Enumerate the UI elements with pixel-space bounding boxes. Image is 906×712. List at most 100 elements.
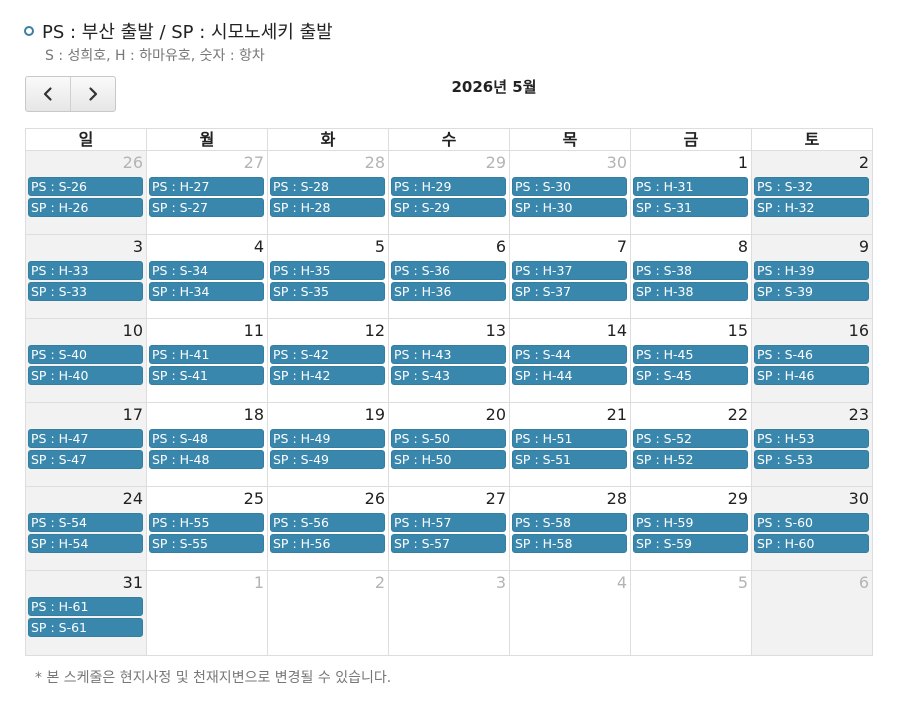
event-ps[interactable]: PS : S-30 <box>512 177 627 196</box>
event-ps[interactable]: PS : H-31 <box>633 177 748 196</box>
event-ps[interactable]: PS : H-49 <box>270 429 385 448</box>
event-sp[interactable]: SP : S-29 <box>391 198 506 217</box>
event-sp[interactable]: SP : H-54 <box>28 534 143 553</box>
event-sp[interactable]: SP : H-34 <box>149 282 264 301</box>
day-cell[interactable]: 26 PS : S-26 SP : H-26 <box>26 151 147 234</box>
event-sp[interactable]: SP : S-27 <box>149 198 264 217</box>
event-sp[interactable]: SP : S-41 <box>149 366 264 385</box>
day-cell[interactable]: 29 PS : H-59 SP : S-59 <box>631 487 752 570</box>
day-cell[interactable]: 15 PS : H-45 SP : S-45 <box>631 319 752 402</box>
event-sp[interactable]: SP : H-40 <box>28 366 143 385</box>
day-cell[interactable]: 2 PS : S-32 SP : H-32 <box>752 151 872 234</box>
event-sp[interactable]: SP : H-28 <box>270 198 385 217</box>
day-cell[interactable]: 28 PS : S-28 SP : H-28 <box>268 151 389 234</box>
event-ps[interactable]: PS : H-27 <box>149 177 264 196</box>
event-ps[interactable]: PS : S-40 <box>28 345 143 364</box>
prev-month-button[interactable] <box>26 77 70 111</box>
day-cell[interactable]: 14 PS : S-44 SP : H-44 <box>510 319 631 402</box>
day-cell[interactable]: 17 PS : H-47 SP : S-47 <box>26 403 147 486</box>
event-ps[interactable]: PS : H-59 <box>633 513 748 532</box>
day-cell[interactable]: 27 PS : H-57 SP : S-57 <box>389 487 510 570</box>
event-ps[interactable]: PS : H-43 <box>391 345 506 364</box>
day-cell[interactable]: 11 PS : H-41 SP : S-41 <box>147 319 268 402</box>
event-ps[interactable]: PS : S-32 <box>754 177 869 196</box>
event-ps[interactable]: PS : S-60 <box>754 513 869 532</box>
event-ps[interactable]: PS : H-53 <box>754 429 869 448</box>
event-sp[interactable]: SP : S-49 <box>270 450 385 469</box>
event-sp[interactable]: SP : H-56 <box>270 534 385 553</box>
day-cell[interactable]: 26 PS : S-56 SP : H-56 <box>268 487 389 570</box>
event-sp[interactable]: SP : S-43 <box>391 366 506 385</box>
event-ps[interactable]: PS : H-45 <box>633 345 748 364</box>
event-sp[interactable]: SP : S-35 <box>270 282 385 301</box>
event-ps[interactable]: PS : S-58 <box>512 513 627 532</box>
day-cell[interactable]: 21 PS : H-51 SP : S-51 <box>510 403 631 486</box>
event-ps[interactable]: PS : H-39 <box>754 261 869 280</box>
day-cell[interactable]: 4 <box>510 571 631 655</box>
day-cell[interactable]: 8 PS : S-38 SP : H-38 <box>631 235 752 318</box>
day-cell[interactable]: 22 PS : S-52 SP : H-52 <box>631 403 752 486</box>
event-ps[interactable]: PS : H-55 <box>149 513 264 532</box>
event-ps[interactable]: PS : S-48 <box>149 429 264 448</box>
day-cell[interactable]: 5 <box>631 571 752 655</box>
event-sp[interactable]: SP : S-51 <box>512 450 627 469</box>
event-ps[interactable]: PS : S-46 <box>754 345 869 364</box>
day-cell[interactable]: 5 PS : H-35 SP : S-35 <box>268 235 389 318</box>
event-ps[interactable]: PS : S-42 <box>270 345 385 364</box>
day-cell[interactable]: 2 <box>268 571 389 655</box>
event-sp[interactable]: SP : H-36 <box>391 282 506 301</box>
event-ps[interactable]: PS : H-35 <box>270 261 385 280</box>
day-cell[interactable]: 24 PS : S-54 SP : H-54 <box>26 487 147 570</box>
event-ps[interactable]: PS : S-52 <box>633 429 748 448</box>
event-ps[interactable]: PS : H-47 <box>28 429 143 448</box>
event-ps[interactable]: PS : S-34 <box>149 261 264 280</box>
event-ps[interactable]: PS : S-36 <box>391 261 506 280</box>
event-sp[interactable]: SP : S-37 <box>512 282 627 301</box>
event-sp[interactable]: SP : S-53 <box>754 450 869 469</box>
day-cell[interactable]: 3 <box>389 571 510 655</box>
day-cell[interactable]: 23 PS : H-53 SP : S-53 <box>752 403 872 486</box>
day-cell[interactable]: 29 PS : H-29 SP : S-29 <box>389 151 510 234</box>
event-ps[interactable]: PS : S-56 <box>270 513 385 532</box>
day-cell[interactable]: 30 PS : S-60 SP : H-60 <box>752 487 872 570</box>
day-cell[interactable]: 6 <box>752 571 872 655</box>
event-ps[interactable]: PS : H-37 <box>512 261 627 280</box>
event-sp[interactable]: SP : H-46 <box>754 366 869 385</box>
event-ps[interactable]: PS : S-38 <box>633 261 748 280</box>
day-cell[interactable]: 28 PS : S-58 SP : H-58 <box>510 487 631 570</box>
day-cell[interactable]: 9 PS : H-39 SP : S-39 <box>752 235 872 318</box>
event-sp[interactable]: SP : S-39 <box>754 282 869 301</box>
next-month-button[interactable] <box>70 77 115 111</box>
event-ps[interactable]: PS : S-28 <box>270 177 385 196</box>
day-cell[interactable]: 16 PS : S-46 SP : H-46 <box>752 319 872 402</box>
event-ps[interactable]: PS : H-41 <box>149 345 264 364</box>
event-ps[interactable]: PS : S-54 <box>28 513 143 532</box>
day-cell[interactable]: 13 PS : H-43 SP : S-43 <box>389 319 510 402</box>
event-ps[interactable]: PS : H-51 <box>512 429 627 448</box>
day-cell[interactable]: 6 PS : S-36 SP : H-36 <box>389 235 510 318</box>
event-sp[interactable]: SP : H-44 <box>512 366 627 385</box>
event-ps[interactable]: PS : H-29 <box>391 177 506 196</box>
event-sp[interactable]: SP : H-32 <box>754 198 869 217</box>
day-cell[interactable]: 3 PS : H-33 SP : S-33 <box>26 235 147 318</box>
day-cell[interactable]: 1 PS : H-31 SP : S-31 <box>631 151 752 234</box>
event-sp[interactable]: SP : H-26 <box>28 198 143 217</box>
event-sp[interactable]: SP : S-57 <box>391 534 506 553</box>
day-cell[interactable]: 25 PS : H-55 SP : S-55 <box>147 487 268 570</box>
event-sp[interactable]: SP : H-30 <box>512 198 627 217</box>
event-sp[interactable]: SP : S-45 <box>633 366 748 385</box>
day-cell[interactable]: 10 PS : S-40 SP : H-40 <box>26 319 147 402</box>
event-sp[interactable]: SP : S-55 <box>149 534 264 553</box>
day-cell[interactable]: 18 PS : S-48 SP : H-48 <box>147 403 268 486</box>
event-sp[interactable]: SP : S-33 <box>28 282 143 301</box>
event-sp[interactable]: SP : S-31 <box>633 198 748 217</box>
day-cell[interactable]: 20 PS : S-50 SP : H-50 <box>389 403 510 486</box>
event-ps[interactable]: PS : S-44 <box>512 345 627 364</box>
event-ps[interactable]: PS : S-26 <box>28 177 143 196</box>
day-cell[interactable]: 7 PS : H-37 SP : S-37 <box>510 235 631 318</box>
day-cell[interactable]: 4 PS : S-34 SP : H-34 <box>147 235 268 318</box>
event-sp[interactable]: SP : H-50 <box>391 450 506 469</box>
event-sp[interactable]: SP : S-61 <box>28 618 143 637</box>
event-sp[interactable]: SP : H-38 <box>633 282 748 301</box>
day-cell[interactable]: 31 PS : H-61 SP : S-61 <box>26 571 147 655</box>
